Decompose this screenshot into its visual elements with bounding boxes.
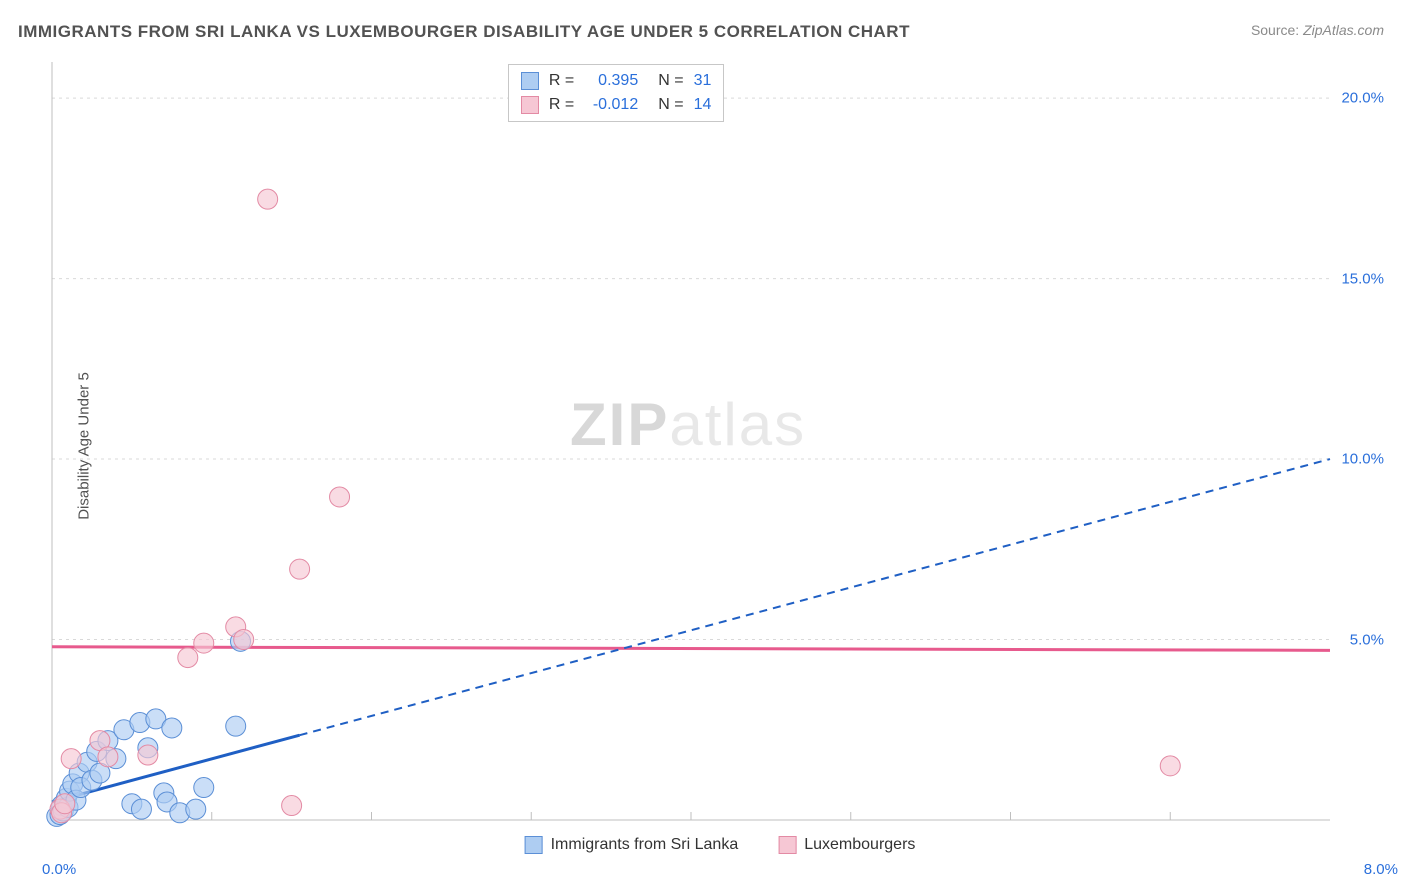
plot-area: ZIPatlas R =0.395N =31R =-0.012N =14 Imm… [50,60,1390,850]
x-tick-max: 8.0% [1364,861,1398,878]
source-label: Source: [1251,22,1299,38]
legend-item-srilanka: Immigrants from Sri Lanka [525,836,739,854]
chart-svg [50,60,1390,850]
series-legend: Immigrants from Sri Lanka Luxembourgers [525,836,916,854]
stats-row-luxembourg: R = -0.012 N = 14 [521,93,711,117]
legend-item-luxembourg: Luxembourgers [778,836,915,854]
stats-legend-box: R = 0.395 N = 31 R = -0.012 N = 14 [508,64,724,122]
legend-label-srilanka: Immigrants from Sri Lanka [551,836,739,854]
stats-row-srilanka: R = 0.395 N = 31 [521,69,711,93]
n-value-srilanka: 31 [694,69,712,93]
r-label: R = [549,69,574,93]
y-tick-label: 10.0% [1341,451,1384,468]
legend-swatch-srilanka [525,836,543,854]
chart-title: IMMIGRANTS FROM SRI LANKA VS LUXEMBOURGE… [18,22,910,42]
n-value-luxembourg: 14 [694,93,712,117]
n-label: N = [658,69,683,93]
source-attribution: Source: ZipAtlas.com [1251,22,1384,38]
swatch-luxembourg [521,96,539,114]
legend-label-luxembourg: Luxembourgers [804,836,915,854]
swatch-srilanka [521,72,539,90]
x-tick-min: 0.0% [42,861,76,878]
r-value-luxembourg: -0.012 [584,93,638,117]
y-tick-label: 5.0% [1350,631,1384,648]
y-tick-label: 15.0% [1341,270,1384,287]
y-tick-label: 20.0% [1341,90,1384,107]
legend-swatch-luxembourg [778,836,796,854]
source-value: ZipAtlas.com [1303,22,1384,38]
r-label: R = [549,93,574,117]
n-label: N = [658,93,683,117]
r-value-srilanka: 0.395 [584,69,638,93]
